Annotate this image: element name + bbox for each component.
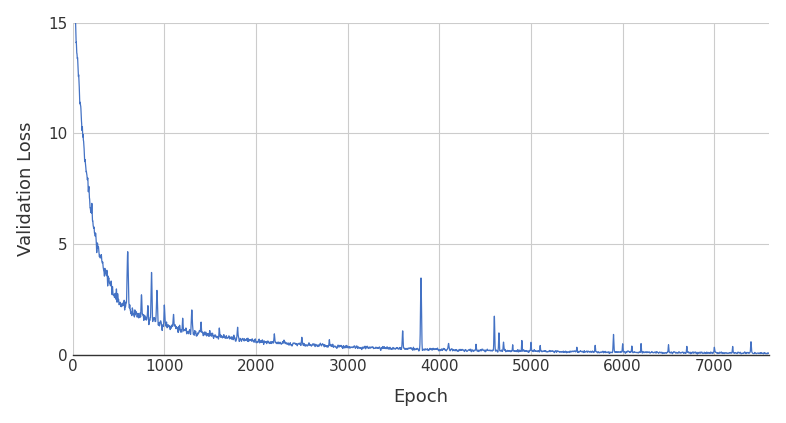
Y-axis label: Validation Loss: Validation Loss — [17, 121, 35, 256]
X-axis label: Epoch: Epoch — [394, 388, 449, 407]
